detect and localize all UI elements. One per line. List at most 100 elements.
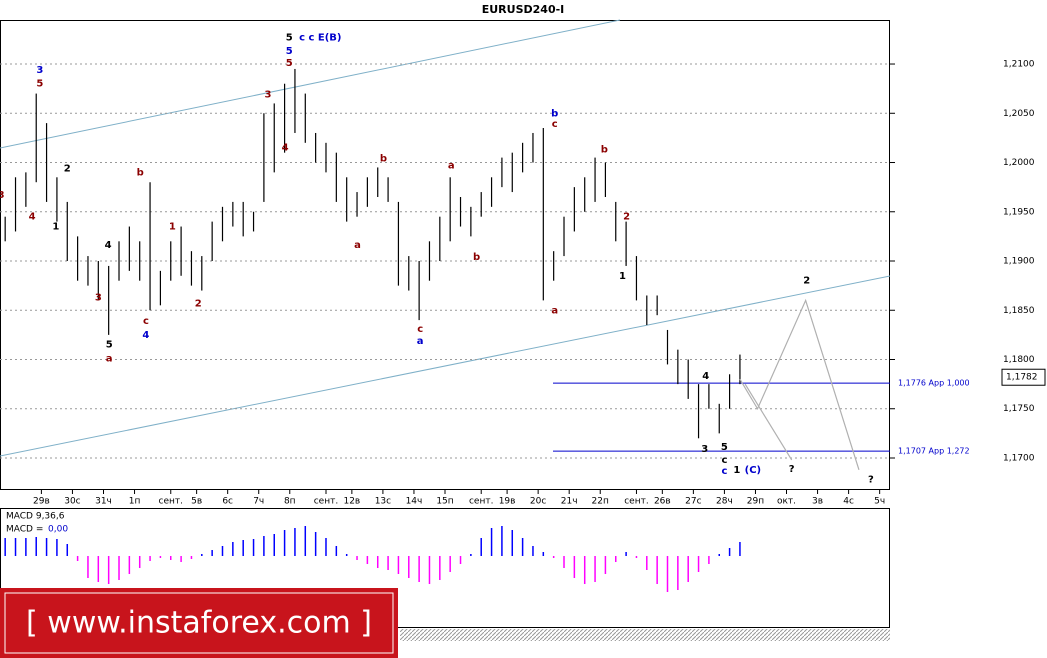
level-label: 1,1707 App 1,272 — [898, 447, 970, 456]
price-pane — [0, 20, 890, 490]
wave-label: 2 — [623, 212, 630, 223]
y-tick-label: 1,2050 — [1003, 109, 1035, 119]
wave-label: 3 — [0, 190, 5, 201]
wave-label: 5 — [286, 46, 293, 57]
y-tick-label: 1,1750 — [1003, 404, 1035, 414]
wave-label: b — [601, 145, 608, 156]
x-tick-label: 31ч — [95, 497, 112, 507]
wave-label: ? — [868, 475, 874, 486]
wave-label: a — [417, 336, 424, 347]
x-tick-label: 3в — [812, 497, 823, 507]
x-tick-label: 5ч — [874, 497, 885, 507]
y-tick-label: 1,1800 — [1003, 355, 1035, 365]
hatch-area — [400, 629, 890, 641]
x-tick-label: 30с — [64, 497, 80, 507]
forecast-line — [744, 383, 793, 461]
x-tick-label: 8п — [284, 497, 296, 507]
x-tick-label: 12в — [343, 497, 360, 507]
y-tick-label: 1,1950 — [1003, 207, 1035, 217]
chart-title: EURUSD240-I — [482, 3, 565, 16]
wave-label: b — [137, 167, 144, 178]
wave-label: c — [721, 455, 727, 466]
x-tick-label: 13с — [375, 497, 391, 507]
x-tick-label: 26в — [654, 497, 671, 507]
wave-label: 3 — [95, 292, 102, 303]
wave-label: c c E(B) — [299, 32, 341, 43]
y-tick-label: 1,2100 — [1003, 60, 1035, 70]
wave-label: 5 — [106, 340, 113, 351]
wave-label: b — [551, 108, 558, 119]
wave-label: 5 — [721, 442, 728, 453]
channel-line — [0, 19, 621, 149]
y-tick-label: 1,1850 — [1003, 306, 1035, 316]
wave-label: 4 — [105, 240, 112, 251]
x-tick-label: 5в — [191, 497, 202, 507]
wave-label: 2 — [803, 276, 810, 287]
wave-label: a — [354, 240, 361, 251]
wave-label: a — [106, 354, 113, 365]
watermark-box — [0, 588, 398, 658]
wave-label: 1 — [52, 222, 59, 233]
x-tick-label: 28ч — [716, 497, 733, 507]
macd-pane — [0, 508, 890, 628]
wave-label: 5 — [286, 32, 293, 43]
x-tick-label: сент. — [314, 497, 338, 507]
x-tick-label: 7ч — [253, 497, 264, 507]
x-tick-label: 4с — [843, 497, 854, 507]
last-price-label: 1,1782 — [1006, 373, 1038, 383]
macd-prefix: MACD = — [6, 525, 43, 535]
wave-label: 4 — [282, 143, 289, 154]
watermark-border — [4, 592, 394, 654]
y-tick-label: 1,2000 — [1003, 158, 1035, 168]
level-label: 1,1776 App 1,000 — [898, 379, 970, 388]
x-tick-label: 1п — [129, 497, 141, 507]
wave-label: 2 — [64, 163, 71, 174]
x-tick-label: сент. — [624, 497, 648, 507]
wave-label: c — [552, 119, 558, 130]
wave-label: 4 — [29, 212, 36, 223]
wave-label: 3 — [701, 444, 708, 455]
last-price-box — [1001, 368, 1046, 386]
y-tick-label: 1,1900 — [1003, 257, 1035, 267]
x-tick-label: сент. — [469, 497, 493, 507]
wave-label: 3 — [36, 65, 43, 76]
wave-label: c — [721, 466, 727, 477]
wave-label: a — [551, 305, 558, 316]
x-tick-label: сент. — [159, 497, 183, 507]
x-tick-label: 14ч — [406, 497, 423, 507]
x-tick-label: 20с — [530, 497, 546, 507]
wave-label: 1 — [733, 465, 740, 476]
wave-label: 1 — [169, 222, 176, 233]
wave-label: c — [143, 316, 149, 327]
x-tick-label: 6с — [222, 497, 233, 507]
macd-label: MACD 9,36,6 — [6, 512, 65, 522]
wave-label: 5 — [286, 58, 293, 69]
wave-label: 1 — [619, 271, 626, 282]
x-tick-label: 29п — [747, 497, 764, 507]
wave-label: (C) — [745, 465, 761, 476]
x-tick-label: 29в — [33, 497, 50, 507]
y-tick-label: 1,1700 — [1003, 453, 1035, 463]
macd-value: 0,00 — [48, 525, 68, 535]
x-tick-label: 27с — [685, 497, 701, 507]
wave-label: 5 — [36, 79, 43, 90]
x-tick-label: 15п — [436, 497, 453, 507]
wave-label: 4 — [702, 371, 709, 382]
x-tick-label: 21ч — [561, 497, 578, 507]
wave-label: 3 — [265, 90, 272, 101]
watermark: [ www.instaforex.com ] — [26, 606, 372, 641]
channel-line — [0, 275, 891, 457]
wave-label: b — [473, 252, 480, 263]
wave-label: b — [380, 154, 387, 165]
forecast-line — [739, 298, 860, 470]
wave-label: 4 — [142, 330, 149, 341]
x-tick-label: 19в — [499, 497, 516, 507]
x-tick-label: 22п — [592, 497, 609, 507]
x-tick-label: окт. — [777, 497, 796, 507]
wave-label: c — [417, 324, 423, 335]
wave-label: ? — [789, 464, 795, 475]
wave-label: 2 — [195, 298, 202, 309]
